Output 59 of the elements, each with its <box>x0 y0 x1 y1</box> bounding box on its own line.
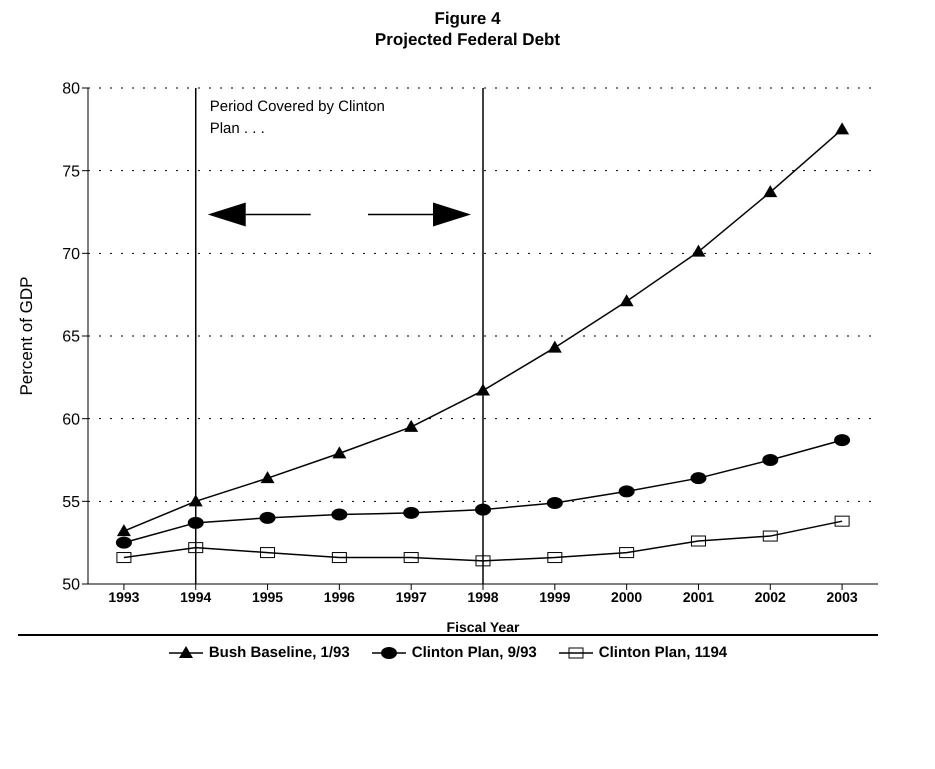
point <box>188 516 204 529</box>
legend-label: Clinton Plan, 9/93 <box>412 644 537 661</box>
point <box>618 485 635 498</box>
point <box>260 547 276 558</box>
x-tick-label: 1996 <box>324 588 356 605</box>
x-axis-title: Fiscal Year <box>446 619 520 635</box>
legend-label: Clinton Plan, 1194 <box>598 644 728 661</box>
chart-subtitle: Projected Federal Debt <box>374 29 562 50</box>
point <box>763 185 778 198</box>
point <box>691 244 706 257</box>
point <box>116 536 132 549</box>
point <box>475 504 491 516</box>
y-axis-title: Percent of GDP <box>17 276 36 396</box>
point <box>546 496 563 509</box>
point <box>188 542 204 554</box>
point <box>835 122 850 134</box>
y-tick-label: 70 <box>62 246 80 264</box>
point <box>332 446 346 458</box>
point <box>762 530 778 542</box>
x-tick-label: 1994 <box>180 588 212 605</box>
x-tick-label: 2000 <box>611 588 642 605</box>
point <box>404 420 418 432</box>
x-tick-label: 1999 <box>539 588 571 605</box>
point <box>260 471 275 484</box>
chart-title: Figure 4 <box>433 8 502 29</box>
point <box>547 552 562 564</box>
point <box>834 434 850 446</box>
y-tick-label: 50 <box>62 576 80 594</box>
point <box>834 516 850 527</box>
point <box>690 536 706 547</box>
y-tick-label: 60 <box>62 411 80 428</box>
x-tick-label: 2003 <box>826 588 858 605</box>
point <box>116 552 132 564</box>
point <box>332 552 347 564</box>
point <box>403 506 420 519</box>
point <box>188 494 203 506</box>
x-tick-label: 1995 <box>252 588 284 605</box>
point <box>762 454 778 466</box>
point <box>620 294 634 306</box>
x-tick-label: 2001 <box>682 588 714 605</box>
point <box>116 524 131 536</box>
y-tick-label: 75 <box>62 163 80 180</box>
point <box>404 552 419 564</box>
x-tick-label: 1998 <box>467 588 499 605</box>
point <box>260 512 276 524</box>
point <box>331 508 348 521</box>
x-tick-label: 1997 <box>396 588 427 605</box>
point <box>548 340 562 353</box>
point <box>476 555 490 566</box>
y-tick-label: 65 <box>62 328 80 346</box>
x-tick-label: 2002 <box>754 588 786 605</box>
y-tick-label: 55 <box>62 494 80 512</box>
point <box>476 384 490 396</box>
annotation: Period Covered by Clinton Plan . . . <box>210 97 386 139</box>
point <box>690 472 706 484</box>
legend-label: Bush Baseline, 1/93 <box>208 644 350 661</box>
x-tick-label: 1993 <box>108 588 140 605</box>
point <box>619 547 634 558</box>
y-tick-label: 80 <box>62 80 80 98</box>
